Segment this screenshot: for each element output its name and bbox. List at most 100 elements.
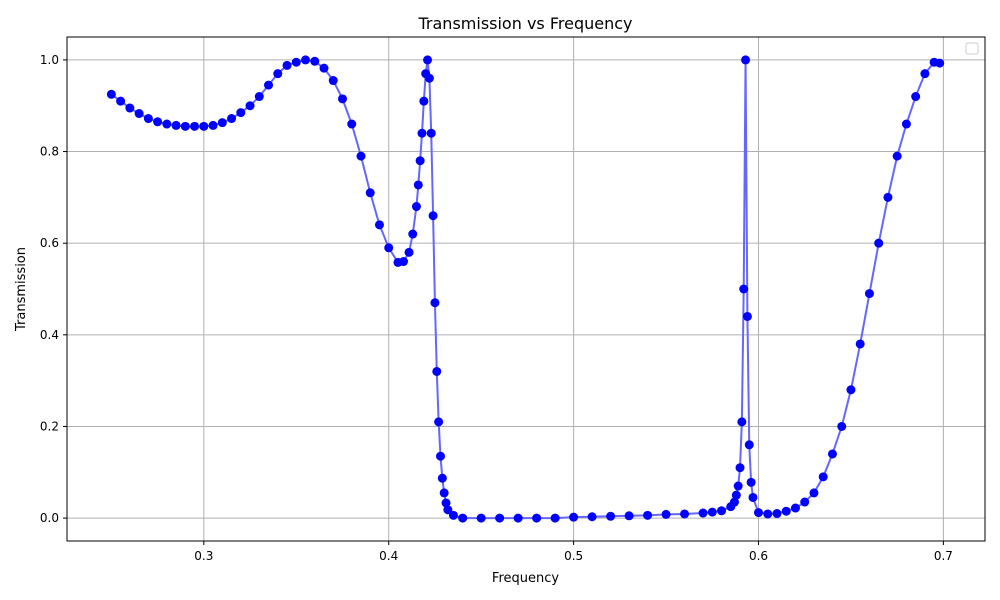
- y-axis-label: Transmission: [14, 247, 29, 332]
- data-point: [741, 55, 751, 65]
- data-point: [532, 513, 542, 523]
- data-point: [837, 421, 847, 431]
- data-point: [190, 121, 200, 131]
- data-point: [698, 508, 708, 518]
- data-point: [737, 417, 747, 427]
- data-point: [781, 506, 791, 516]
- data-point: [162, 119, 172, 129]
- data-point: [254, 92, 264, 102]
- data-point: [513, 513, 523, 523]
- data-point: [434, 417, 444, 427]
- data-point: [735, 463, 745, 473]
- chart-title: Transmission vs Frequency: [418, 14, 633, 33]
- data-point: [310, 56, 320, 66]
- x-axis-label: Frequency: [492, 571, 559, 586]
- data-point: [404, 247, 414, 257]
- x-tick-label: 0.3: [194, 549, 213, 563]
- data-point: [742, 311, 752, 321]
- data-point: [855, 339, 865, 349]
- data-point: [476, 513, 486, 523]
- data-point: [347, 119, 357, 129]
- data-point: [846, 385, 856, 395]
- data-point: [587, 512, 597, 522]
- data-point: [911, 92, 921, 102]
- data-point: [153, 117, 163, 127]
- data-point: [236, 108, 246, 118]
- data-point: [809, 488, 819, 498]
- x-tick-label: 0.5: [564, 549, 583, 563]
- data-point: [411, 202, 421, 212]
- data-point: [430, 298, 440, 308]
- data-point: [227, 114, 237, 124]
- data-point: [171, 120, 181, 130]
- data-point: [569, 512, 579, 522]
- data-point: [415, 156, 425, 166]
- data-point: [319, 63, 329, 73]
- data-point: [864, 289, 874, 299]
- data-point: [439, 488, 449, 498]
- data-point: [731, 490, 741, 500]
- data-point: [661, 509, 671, 519]
- y-tick-label: 1.0: [40, 53, 59, 67]
- data-point: [624, 511, 634, 521]
- data-point: [746, 477, 756, 487]
- x-axis-ticks: 0.3 0.4 0.5 0.6 0.7: [194, 541, 953, 563]
- x-tick-label: 0.7: [934, 549, 953, 563]
- data-series: [106, 55, 945, 523]
- data-point: [199, 121, 209, 131]
- data-point: [356, 151, 366, 161]
- data-point: [495, 513, 505, 523]
- data-point: [680, 509, 690, 519]
- data-point: [217, 118, 227, 128]
- data-point: [550, 513, 560, 523]
- data-point: [739, 284, 749, 294]
- data-point: [790, 503, 800, 513]
- data-point: [245, 101, 255, 111]
- data-point: [365, 188, 375, 198]
- data-point: [384, 243, 394, 253]
- x-tick-label: 0.4: [379, 549, 398, 563]
- data-point: [733, 481, 743, 491]
- data-point: [291, 57, 301, 67]
- data-point: [754, 508, 763, 518]
- data-point: [606, 511, 616, 521]
- data-point: [883, 192, 893, 202]
- data-point: [772, 509, 782, 519]
- data-point: [443, 505, 453, 515]
- data-point: [417, 128, 427, 138]
- data-point: [800, 497, 810, 507]
- data-point: [374, 220, 384, 230]
- plot-frame: [66, 36, 986, 542]
- data-point: [441, 498, 451, 508]
- data-point: [125, 103, 135, 113]
- data-point: [413, 180, 423, 190]
- data-point: [458, 513, 468, 523]
- data-point: [282, 60, 292, 70]
- x-tick-label: 0.6: [749, 549, 768, 563]
- data-point: [424, 73, 434, 83]
- data-point: [874, 238, 884, 248]
- data-point: [643, 510, 653, 520]
- y-tick-label: 0.4: [40, 328, 59, 342]
- data-point: [432, 366, 442, 376]
- y-tick-label: 0.2: [40, 419, 59, 433]
- data-point: [328, 76, 338, 86]
- data-point: [423, 55, 433, 65]
- legend-box: [965, 42, 979, 55]
- y-tick-label: 0.6: [40, 236, 59, 250]
- data-point: [717, 506, 727, 516]
- data-point: [116, 96, 126, 106]
- data-point: [273, 69, 283, 79]
- data-point: [448, 510, 458, 520]
- data-point: [208, 120, 218, 130]
- data-point: [707, 507, 717, 517]
- data-point: [419, 96, 429, 106]
- y-tick-label: 0.8: [40, 145, 59, 159]
- y-tick-label: 0.0: [40, 511, 59, 525]
- data-point: [428, 211, 438, 221]
- data-point: [818, 472, 828, 482]
- data-point: [399, 257, 409, 267]
- data-point: [763, 509, 773, 519]
